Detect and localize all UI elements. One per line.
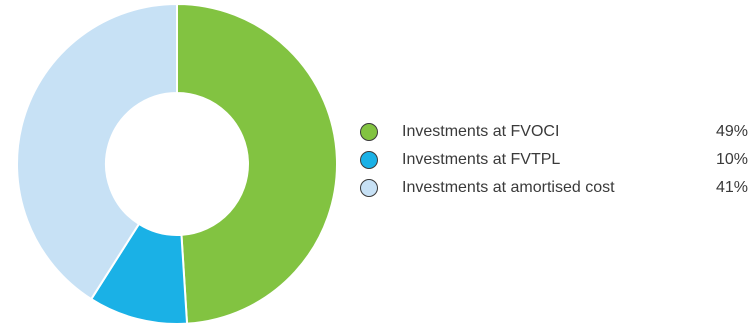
donut-slice-fvoci bbox=[176, 3, 338, 324]
chart-legend: Investments at FVOCI 49% Investments at … bbox=[356, 118, 748, 202]
legend-value-fvoci: 49% bbox=[715, 123, 748, 140]
legend-item-fvoci: Investments at FVOCI 49% bbox=[356, 118, 748, 146]
legend-label-amortised-cost: Investments at amortised cost bbox=[402, 179, 615, 196]
legend-item-fvtpl: Investments at FVTPL 10% bbox=[356, 146, 748, 174]
legend-value-amortised-cost: 41% bbox=[715, 179, 748, 196]
legend-swatch-amortised-cost bbox=[360, 179, 378, 197]
donut-slice-amortised-cost bbox=[16, 3, 178, 301]
legend-swatch-fvtpl bbox=[360, 151, 378, 169]
legend-item-amortised-cost: Investments at amortised cost 41% bbox=[356, 174, 748, 202]
legend-value-fvtpl: 10% bbox=[715, 151, 748, 168]
legend-swatch-fvoci bbox=[360, 123, 378, 141]
legend-label-fvtpl: Investments at FVTPL bbox=[402, 151, 561, 168]
legend-label-fvoci: Investments at FVOCI bbox=[402, 123, 560, 140]
donut-chart bbox=[16, 3, 338, 324]
